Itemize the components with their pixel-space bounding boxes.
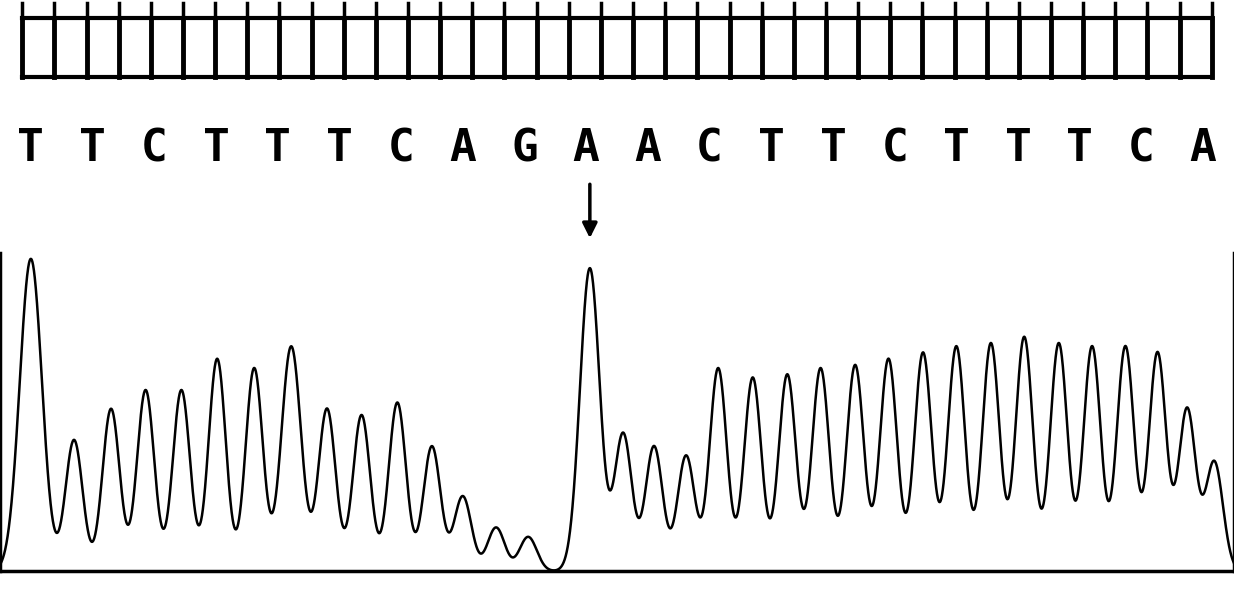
- Text: A: A: [573, 127, 600, 170]
- Text: T: T: [1004, 127, 1032, 170]
- Text: T: T: [943, 127, 970, 170]
- Text: T: T: [326, 127, 353, 170]
- Text: T: T: [264, 127, 291, 170]
- Text: T: T: [819, 127, 847, 170]
- Text: T: T: [202, 127, 230, 170]
- Text: T: T: [79, 127, 106, 170]
- Text: C: C: [696, 127, 723, 170]
- Text: A: A: [449, 127, 476, 170]
- Text: G: G: [511, 127, 538, 170]
- Text: C: C: [1128, 127, 1155, 170]
- Text: C: C: [141, 127, 168, 170]
- Text: T: T: [17, 127, 44, 170]
- Text: T: T: [758, 127, 785, 170]
- Text: T: T: [1066, 127, 1093, 170]
- Text: C: C: [387, 127, 415, 170]
- Text: A: A: [634, 127, 661, 170]
- Text: A: A: [1190, 127, 1217, 170]
- Text: C: C: [881, 127, 908, 170]
